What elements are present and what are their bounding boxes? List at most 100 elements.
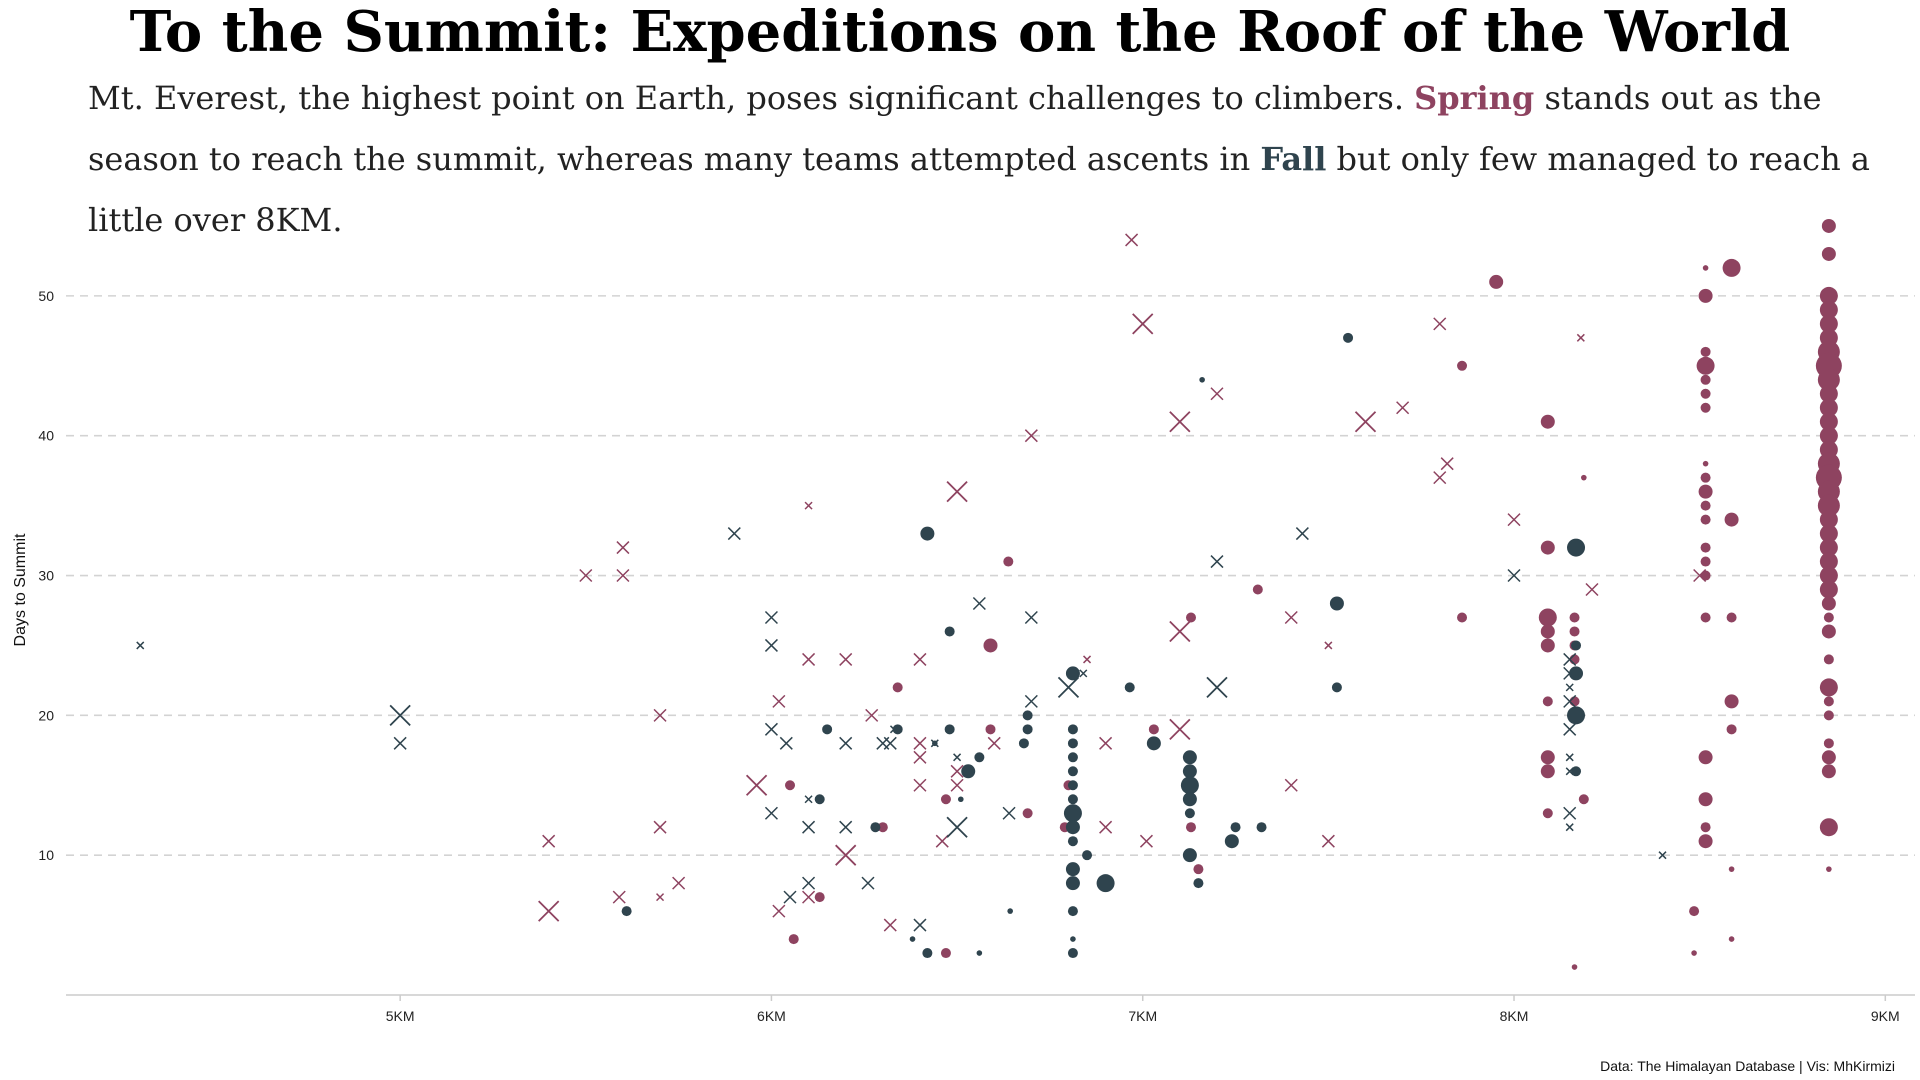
- point-fall-cross-29: [393, 736, 407, 750]
- x-tick-label-5KM: 5KM: [386, 1008, 415, 1024]
- point-spring-cross-14: [1324, 641, 1333, 650]
- point-fall-circle-1: [1571, 640, 1582, 651]
- point-spring-circle-37: [1724, 512, 1739, 527]
- point-spring-cross-24: [946, 481, 968, 503]
- point-spring-cross-28: [913, 778, 927, 792]
- point-spring-circle-23: [1819, 580, 1838, 599]
- point-spring-cross-30: [950, 764, 964, 778]
- point-spring-cross-6: [1396, 401, 1410, 415]
- x-tick-label-8KM: 8KM: [1500, 1008, 1529, 1024]
- x-tick-label-7KM: 7KM: [1128, 1008, 1157, 1024]
- point-spring-circle-43: [1702, 265, 1709, 271]
- point-spring-circle-78: [1542, 696, 1553, 707]
- point-fall-circle-24: [1067, 752, 1078, 763]
- point-spring-circle-58: [1700, 612, 1711, 623]
- point-spring-cross-25: [913, 652, 927, 666]
- point-spring-circle-30: [1823, 710, 1834, 721]
- point-fall-circle-20: [1146, 736, 1161, 751]
- point-fall-cross-17: [839, 820, 853, 834]
- point-fall-circle-22: [1067, 724, 1078, 735]
- axes: 5KM 6KM 7KM 8KM 9KM: [66, 994, 1915, 1024]
- point-spring-circle-69: [1569, 696, 1580, 707]
- point-spring-cross-42: [745, 774, 768, 796]
- point-fall-circle-16: [1230, 822, 1241, 833]
- point-spring-circle-62: [1698, 834, 1713, 849]
- point-spring-cross-43: [616, 541, 630, 555]
- point-spring-circle-38: [1726, 612, 1737, 623]
- point-fall-cross-39: [1563, 806, 1577, 820]
- point-fall-circle-41: [1007, 908, 1013, 914]
- point-spring-circle-55: [1700, 542, 1711, 553]
- point-fall-circle-38: [1022, 710, 1033, 721]
- point-spring-cross-50: [542, 834, 556, 848]
- point-spring-circle-46: [1696, 356, 1715, 375]
- point-fall-circle-37: [1096, 874, 1115, 893]
- point-spring-cross-8: [1440, 457, 1454, 471]
- point-spring-cross-21: [1099, 736, 1113, 750]
- x-tick-label-9KM: 9KM: [1871, 1008, 1900, 1024]
- point-fall-circle-52: [909, 936, 916, 942]
- point-spring-cross-52: [612, 890, 626, 904]
- point-fall-cross-30: [136, 641, 145, 650]
- point-spring-cross-46: [653, 708, 667, 722]
- point-fall-cross-20: [802, 876, 816, 890]
- point-spring-cross-38: [804, 501, 813, 510]
- point-fall-circle-48: [892, 724, 903, 735]
- point-spring-cross-49: [672, 876, 686, 890]
- point-spring-circle-48: [1700, 388, 1711, 399]
- point-fall-cross-10: [946, 816, 968, 838]
- point-spring-circle-88: [1193, 864, 1204, 875]
- point-spring-circle-72: [1571, 964, 1578, 970]
- point-spring-circle-54: [1700, 514, 1711, 525]
- point-fall-circle-14: [1182, 848, 1197, 863]
- point-fall-circle-3: [1567, 706, 1586, 725]
- point-spring-circle-83: [1457, 360, 1468, 371]
- point-spring-circle-9: [1819, 384, 1838, 403]
- point-spring-circle-52: [1698, 484, 1713, 499]
- point-fall-circle-6: [1329, 596, 1344, 611]
- point-fall-cross-23: [764, 610, 778, 625]
- point-spring-circle-96: [892, 682, 903, 693]
- point-fall-circle-2: [1569, 666, 1584, 681]
- point-spring-cross-4: [1210, 387, 1224, 401]
- point-spring-circle-41: [1728, 866, 1735, 872]
- point-fall-circle-19: [1124, 682, 1135, 693]
- point-spring-cross-17: [1169, 718, 1191, 740]
- point-spring-circle-93: [985, 724, 996, 735]
- point-spring-circle-86: [1185, 612, 1196, 623]
- point-fall-cross-16: [839, 736, 853, 750]
- point-spring-cross-40: [772, 694, 786, 708]
- point-fall-circle-7: [1331, 682, 1342, 693]
- point-fall-circle-5: [1343, 332, 1354, 343]
- point-spring-circle-4: [1819, 314, 1838, 333]
- point-spring-circle-22: [1819, 566, 1838, 585]
- point-spring-circle-40: [1726, 724, 1737, 735]
- point-spring-circle-97: [940, 794, 951, 805]
- point-spring-cross-31: [935, 834, 949, 848]
- point-fall-circle-29: [1065, 820, 1080, 835]
- y-tick-label-50: 50: [38, 288, 54, 304]
- point-spring-circle-35: [1826, 866, 1832, 872]
- point-fall-circle-40: [1018, 738, 1029, 749]
- point-spring-cross-36: [839, 652, 853, 666]
- point-fall-cross-8: [972, 596, 986, 611]
- subtitle-fall-highlight: Fall: [1260, 140, 1327, 178]
- point-spring-cross-39: [802, 890, 816, 904]
- point-fall-cross-35: [1563, 694, 1577, 708]
- point-fall-circle-53: [957, 796, 964, 803]
- point-spring-circle-89: [1148, 724, 1159, 735]
- point-fall-circle-51: [976, 950, 983, 956]
- point-spring-circle-99: [877, 822, 888, 833]
- point-fall-cross-13: [889, 725, 898, 734]
- point-spring-circle-36: [1722, 258, 1741, 277]
- point-spring-circle-12: [1819, 426, 1838, 445]
- point-spring-circle-66: [1569, 626, 1580, 637]
- chart-title: To the Summit: Expeditions on the Roof o…: [129, 0, 1791, 65]
- point-fall-cross-42: [883, 736, 897, 750]
- point-spring-circle-17: [1817, 494, 1840, 517]
- point-fall-circle-23: [1067, 738, 1078, 749]
- subtitle-part-2: stands out as the season to reach the su…: [88, 79, 1822, 178]
- point-spring-cross-23: [1082, 655, 1092, 664]
- point-spring-circle-61: [1700, 822, 1711, 833]
- y-tick-label-20: 20: [38, 707, 54, 723]
